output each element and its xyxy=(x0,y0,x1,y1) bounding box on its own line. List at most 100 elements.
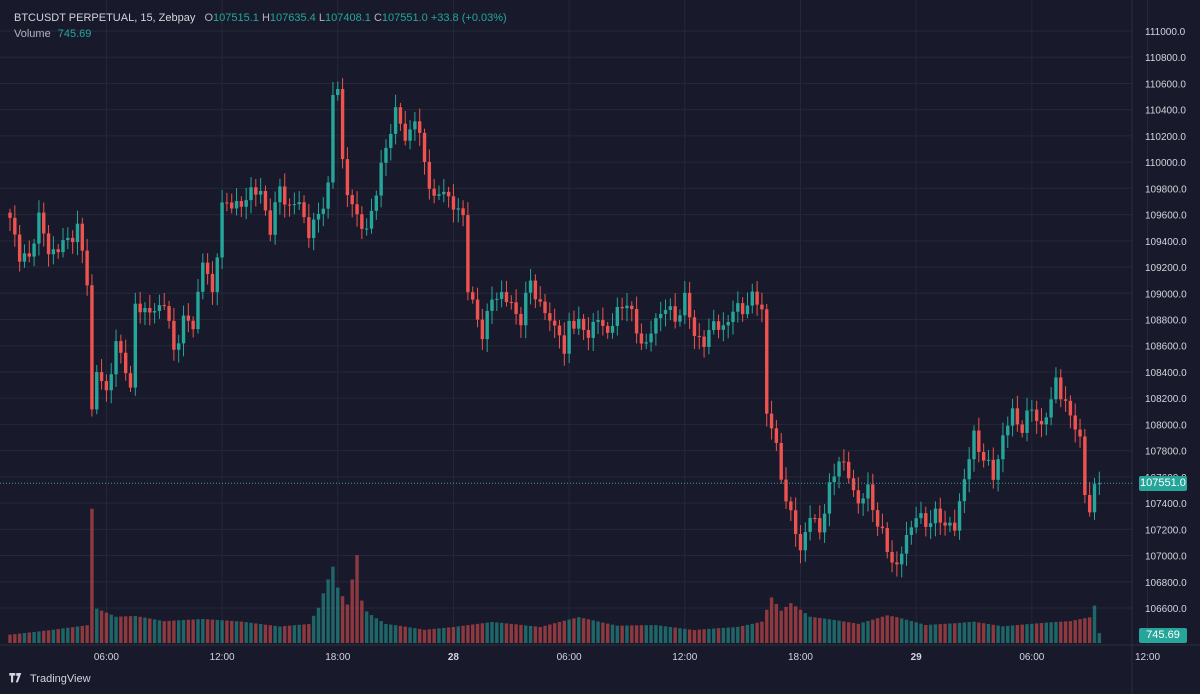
open-label: O xyxy=(204,12,213,24)
candle-body xyxy=(981,451,986,461)
volume-bar xyxy=(509,623,513,643)
candle-body xyxy=(519,313,523,326)
candle-body xyxy=(933,508,938,524)
volume-bar xyxy=(61,628,65,643)
volume-bar xyxy=(533,626,538,643)
volume-bar xyxy=(46,630,51,643)
volume-bar xyxy=(702,629,706,643)
candle-body xyxy=(895,562,899,565)
candle-body xyxy=(403,123,407,141)
candle-body xyxy=(793,510,798,534)
candle-body xyxy=(846,461,851,479)
volume-bar xyxy=(586,619,591,643)
price-axis[interactable]: 111000.0 110800.0 110600.0 110400.0 110200.0… xyxy=(1145,27,1187,615)
time-tick-label: 18:00 xyxy=(325,652,350,663)
candle-body xyxy=(697,336,701,338)
volume-bar xyxy=(75,626,80,643)
volume-bar xyxy=(432,628,436,643)
candle-body xyxy=(875,510,880,527)
candle-body xyxy=(427,161,432,189)
volume-bar xyxy=(1078,619,1082,643)
candle-body xyxy=(495,298,499,300)
candle-body xyxy=(871,484,875,511)
volume-bar xyxy=(471,624,475,643)
volume-bar xyxy=(446,627,451,643)
candle-body xyxy=(683,292,687,316)
candle-body xyxy=(514,302,518,314)
volume-bar xyxy=(379,621,383,643)
volume-bar xyxy=(1034,623,1039,643)
volume-bar xyxy=(914,622,918,643)
candle-body xyxy=(750,291,754,306)
volume-bar xyxy=(524,625,528,643)
volume-bar xyxy=(490,621,494,643)
candle-body xyxy=(1063,399,1068,401)
candle-body xyxy=(384,147,388,163)
candle-body xyxy=(851,478,856,491)
volume-bar xyxy=(22,633,27,643)
volume-bar xyxy=(287,625,292,643)
candle-body xyxy=(919,513,923,519)
volume-bar xyxy=(765,609,769,643)
volume-bar xyxy=(133,615,138,643)
candle-body xyxy=(972,430,976,460)
candle-body xyxy=(904,534,909,554)
volume-bar xyxy=(109,614,113,643)
volume-bar xyxy=(1020,624,1024,643)
candle-body xyxy=(302,202,306,218)
candle-body xyxy=(528,280,533,293)
volume-bar xyxy=(630,625,634,643)
volume-bar xyxy=(1092,605,1097,643)
volume-bar xyxy=(981,623,986,643)
candle-body xyxy=(374,195,379,211)
candle-body xyxy=(254,187,258,195)
volume-bar xyxy=(692,630,697,643)
volume-bar xyxy=(499,622,504,643)
volume-bar xyxy=(278,626,282,643)
candle-body xyxy=(37,212,41,244)
price-tick-label: 108800.0 xyxy=(1145,316,1187,327)
candle-body xyxy=(451,196,456,210)
candle-body xyxy=(1087,495,1092,513)
candle-body xyxy=(548,313,552,321)
candle-body xyxy=(268,210,272,235)
time-axis[interactable]: 06:00 12:00 18:00 28 06:00 12:00 18:00 29 06:00 1… xyxy=(94,652,1161,663)
candle-body xyxy=(114,341,118,375)
candle-body xyxy=(822,513,827,533)
volume-bar xyxy=(480,623,485,643)
candle-body xyxy=(692,317,697,337)
volume-bar xyxy=(1044,622,1048,643)
volume-bar xyxy=(784,606,788,643)
volume-bar xyxy=(437,628,441,643)
candle-body xyxy=(634,309,639,334)
volume-bar xyxy=(8,634,12,643)
candle-body xyxy=(962,479,967,502)
volume-bar xyxy=(581,618,586,643)
volume-bar xyxy=(557,622,562,643)
candle-body xyxy=(620,306,624,309)
footer-branding[interactable]: TradingView xyxy=(8,673,91,685)
candle-body xyxy=(157,305,162,312)
candle-body xyxy=(928,523,933,527)
candle-body xyxy=(56,249,60,253)
volume-bar xyxy=(210,619,215,643)
volume-bar xyxy=(890,616,894,643)
volume-bar xyxy=(186,619,191,643)
candle-body xyxy=(1015,408,1020,425)
volume-bar xyxy=(596,621,600,643)
volume-bar xyxy=(793,606,798,643)
open-value: 107515.1 xyxy=(213,12,259,24)
volume-bar xyxy=(977,622,981,643)
candle-body xyxy=(355,204,359,215)
volume-bar xyxy=(1068,621,1073,643)
candle-body xyxy=(504,292,509,303)
volume-bar xyxy=(42,630,46,643)
candle-body xyxy=(760,304,764,310)
candle-body xyxy=(610,325,615,333)
time-tick-label: 06:00 xyxy=(1019,652,1044,663)
candle-body xyxy=(938,508,942,523)
volume-bar xyxy=(167,620,171,643)
volume-bar xyxy=(798,609,803,643)
volume-bar xyxy=(818,617,822,643)
